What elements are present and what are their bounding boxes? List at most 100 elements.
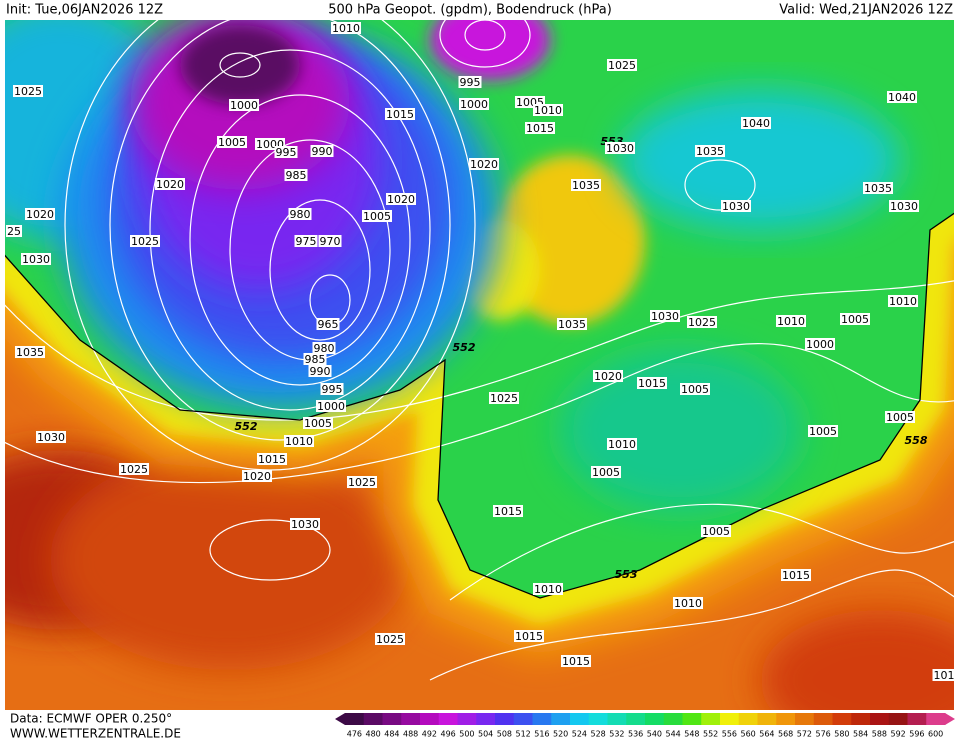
isobar-label: 1015 [515,630,543,643]
isobar-label: 1005 [809,425,837,438]
isobar-label: 1015 [258,453,286,466]
isobar-label-box [887,91,917,103]
isobar-label-box [385,108,415,120]
isobar-label-box [242,470,272,482]
isobar-label-box [284,169,308,181]
colorbar-label: 484 [384,730,399,739]
isobar-label-box [36,431,66,443]
colorbar-swatch [457,713,477,725]
colorbar-label: 600 [928,730,943,739]
isobar-label: 1015 [562,655,590,668]
isobar-label: 975 [296,235,317,248]
colorbar-swatch [851,713,871,725]
colorbar-swatch [757,713,777,725]
isobars [5,20,954,681]
colorbar-label: 536 [628,730,643,739]
colorbar-label: 560 [740,730,755,739]
isobar-label-box [776,315,806,327]
colorbar-label: 588 [872,730,887,739]
colorbar-label: 476 [347,730,362,739]
isobar-label-box [607,438,637,450]
colorbar-label: 592 [890,730,905,739]
isobar-label-box [840,313,870,325]
colorbar-swatch [495,713,515,725]
data-source: Data: ECMWF OPER 0.250° [10,712,172,726]
isobar-label-box [25,208,55,220]
isobar-label-box [257,453,287,465]
isobar-label: 1005 [681,383,709,396]
colorbar-label: 552 [703,730,718,739]
colorbar-swatch [513,713,533,725]
colorbar-label: 532 [609,730,624,739]
colorbar-label: 496 [440,730,455,739]
isobar-label-box [308,365,332,377]
isobar-label-box [805,338,835,350]
isobar-label-box [607,59,637,71]
colorbar-label: 512 [515,730,530,739]
isobar-label: 1010 [534,104,562,117]
isobar-label-box [637,377,667,389]
website: WWW.WETTERZENTRALE.DE [10,727,181,741]
colorbar-swatch [420,713,440,725]
isobar-label-box [229,99,259,111]
isobar-label: 25 [7,225,21,238]
colorbar-label: 504 [478,730,493,739]
colorbar-swatch [645,713,665,725]
isobar-label-box [303,353,327,365]
isobar-label: 1025 [131,235,159,248]
isobar-label-box [458,76,482,88]
isobar-label: 1025 [490,392,518,405]
isobar-label-box [130,235,160,247]
isobar-label: 1040 [742,117,770,130]
colorbar-swatch [795,713,815,725]
colorbar-label: 540 [647,730,662,739]
isobar-label-box [155,178,185,190]
isobar-label: 980 [314,342,335,355]
isobar-label-box [557,318,587,330]
colorbar-swatch [626,713,646,725]
isobar-label-box [290,518,320,530]
isobar-label: 1030 [291,518,319,531]
isobar-label-box [525,122,555,134]
colorbar-swatch [663,713,683,725]
isobar-label-box [15,346,45,358]
colorbar-label: 572 [797,730,812,739]
isobar-label-box [489,392,519,404]
colorbar-label: 524 [572,730,587,739]
isobar-label: 970 [320,235,341,248]
isobar-label: 985 [286,169,307,182]
isobar-label: 985 [305,353,326,366]
isobar-label-box [316,400,346,412]
colorbar-swatch [570,713,590,725]
colorbar-label: 520 [553,730,568,739]
isobar-label: 1020 [243,470,271,483]
isobar-label: 1015 [638,377,666,390]
isobar-label-box [533,104,563,116]
isobar-label-box [331,22,361,34]
colorbar-label: 516 [534,730,549,739]
isobar-label: 1000 [317,400,345,413]
isobar-label: 1025 [376,633,404,646]
colorbar-label: 480 [365,730,380,739]
isobar-label-box [310,145,334,157]
isobar-label: 1010 [285,435,313,448]
isobar-label: 1035 [558,318,586,331]
isobar-label: 995 [276,146,297,159]
valid-label: Valid: Wed,21JAN2026 12Z [779,3,953,18]
colorbar-swatch [345,713,365,725]
isobar-label: 1025 [14,85,42,98]
isobar-label: 1005 [702,525,730,538]
isobar-label: 1005 [363,210,391,223]
isobar-label-box [781,569,811,581]
colorbar-swatch [870,713,890,725]
colorbar-swatch [701,713,721,725]
colorbar-swatch [532,713,552,725]
isobar-label: 1030 [22,253,50,266]
isobar-label-box [650,310,680,322]
isobar-label: 1010 [608,438,636,451]
isobar-label-box [888,295,918,307]
isobar-label: 990 [312,145,333,158]
isobar-label: 995 [322,383,343,396]
